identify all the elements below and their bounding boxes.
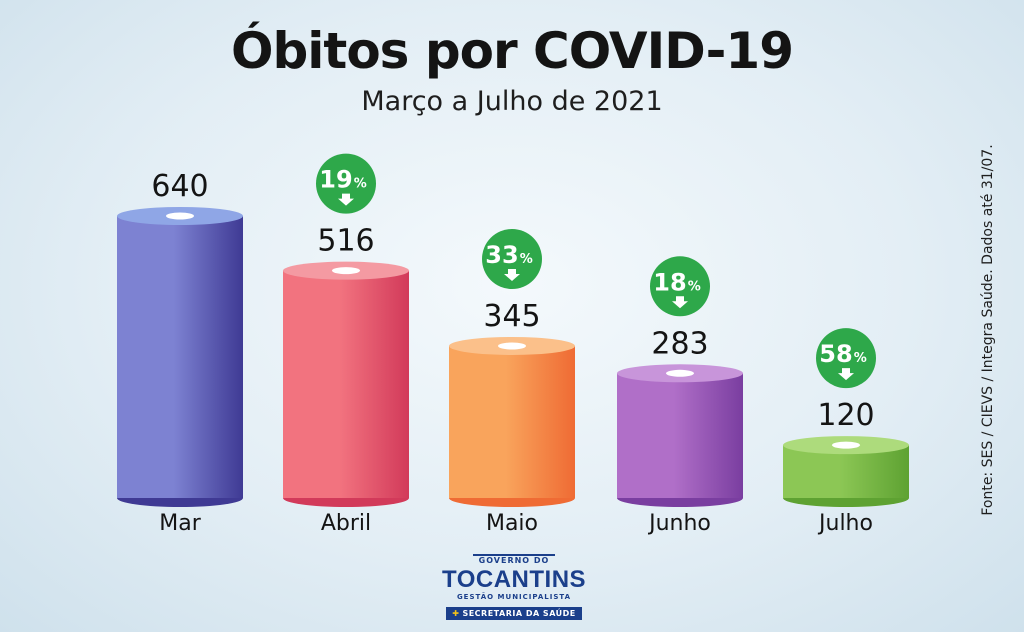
bar-top-highlight-3 — [666, 369, 694, 377]
down-arrow-icon — [672, 296, 688, 309]
bar-top-highlight-0 — [166, 212, 194, 220]
value-label: 640 — [151, 169, 208, 204]
category-label: Mar — [159, 511, 201, 536]
category-label: Maio — [486, 511, 538, 536]
category-label: Julho — [817, 511, 873, 536]
logo-name: TOCANTINS — [441, 566, 587, 593]
bar-junho — [617, 373, 743, 498]
logo-department-label: SECRETARIA DA SAÚDE — [462, 609, 576, 618]
source-note: Fonte: SES / CIEVS / Integra Saúde. Dado… — [980, 144, 996, 516]
down-arrow-icon — [838, 368, 854, 381]
down-arrow-icon — [338, 193, 354, 206]
value-label: 120 — [817, 398, 874, 433]
logo-tagline: GESTÃO MUNICIPALISTA — [456, 593, 572, 601]
value-label: 345 — [483, 299, 540, 334]
change-badge — [650, 256, 710, 317]
bar-maio — [449, 345, 575, 498]
category-label: Abril — [321, 511, 371, 536]
logo-top-text: GOVERNO DO — [472, 554, 556, 565]
chart-title: Óbitos por COVID-19 — [231, 22, 794, 80]
logo-department: ✚ SECRETARIA DA SAÚDE — [446, 607, 582, 620]
bar-top-highlight-4 — [832, 441, 860, 449]
bar-mar — [117, 216, 243, 498]
change-badge — [316, 153, 376, 214]
bar-top-highlight-1 — [332, 267, 360, 275]
cross-icon: ✚ — [452, 609, 460, 618]
bar-abril — [283, 270, 409, 498]
chart-subtitle: Março a Julho de 2021 — [361, 86, 663, 117]
tocantins-logo: GOVERNO DO TOCANTINS GESTÃO MUNICIPALIST… — [430, 548, 598, 620]
value-label: 283 — [651, 326, 708, 361]
change-badge — [482, 228, 542, 289]
value-label: 516 — [317, 224, 374, 259]
bar-top-highlight-2 — [498, 342, 526, 350]
category-label: Junho — [647, 511, 711, 536]
change-badge — [816, 328, 876, 389]
down-arrow-icon — [504, 268, 520, 281]
